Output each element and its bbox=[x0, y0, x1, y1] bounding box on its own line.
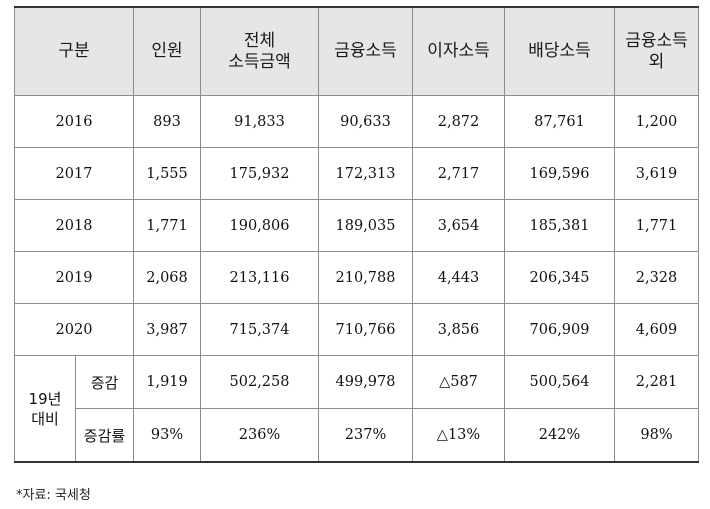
header-financial-income: 금융소득 bbox=[318, 6, 413, 96]
header-total-income: 전체 소득금액 bbox=[200, 6, 319, 96]
cell-dividend-income: 500,564 bbox=[504, 355, 615, 409]
cell-dividend-income: 185,381 bbox=[504, 199, 615, 252]
cell-people: 2,068 bbox=[133, 251, 201, 304]
header-row: 구분 인원 전체 소득금액 금융소득 이자소득 배당소득 금융소득 외 bbox=[14, 6, 699, 96]
cell-dividend-income: 706,909 bbox=[504, 303, 615, 356]
row-year-label: 2018 bbox=[14, 199, 134, 252]
table-row: 2016 893 91,833 90,633 2,872 87,761 1,20… bbox=[14, 95, 699, 148]
cell-financial-income: 210,788 bbox=[318, 251, 413, 304]
header-other-income-line-2: 외 bbox=[648, 51, 665, 72]
cell-interest-income: 2,872 bbox=[412, 95, 505, 148]
cell-financial-income: 499,978 bbox=[318, 355, 413, 409]
cell-interest-income: 4,443 bbox=[412, 251, 505, 304]
header-interest-income: 이자소득 bbox=[412, 6, 505, 96]
table-row: 2017 1,555 175,932 172,313 2,717 169,596… bbox=[14, 147, 699, 200]
cell-dividend-income: 169,596 bbox=[504, 147, 615, 200]
cell-other-income: 1,200 bbox=[614, 95, 699, 148]
cell-people: 3,987 bbox=[133, 303, 201, 356]
header-total-income-line-2: 소득금액 bbox=[228, 51, 291, 72]
income-data-table: 구분 인원 전체 소득금액 금융소득 이자소득 배당소득 금융소득 외 2016… bbox=[14, 6, 699, 463]
cell-dividend-income: 87,761 bbox=[504, 95, 615, 148]
cell-other-income: 98% bbox=[614, 408, 699, 463]
cell-interest-income: △587 bbox=[412, 355, 505, 409]
cell-total-income: 502,258 bbox=[200, 355, 319, 409]
cell-financial-income: 90,633 bbox=[318, 95, 413, 148]
cell-interest-income: △13% bbox=[412, 408, 505, 463]
table-row: 2020 3,987 715,374 710,766 3,856 706,909… bbox=[14, 303, 699, 356]
cell-other-income: 2,328 bbox=[614, 251, 699, 304]
header-total-income-line-1: 전체 bbox=[243, 30, 276, 51]
cell-other-income: 3,619 bbox=[614, 147, 699, 200]
cell-total-income: 91,833 bbox=[200, 95, 319, 148]
cell-dividend-income: 206,345 bbox=[504, 251, 615, 304]
source-note: *자료: 국세청 bbox=[16, 488, 91, 503]
header-other-income: 금융소득 외 bbox=[614, 6, 699, 96]
cell-interest-income: 2,717 bbox=[412, 147, 505, 200]
cell-other-income: 4,609 bbox=[614, 303, 699, 356]
cell-dividend-income: 242% bbox=[504, 408, 615, 463]
row-year-label: 2016 bbox=[14, 95, 134, 148]
cell-total-income: 190,806 bbox=[200, 199, 319, 252]
cell-financial-income: 189,035 bbox=[318, 199, 413, 252]
comparison-group-label: 19년 대비 bbox=[14, 355, 76, 463]
header-category: 구분 bbox=[14, 6, 134, 96]
cell-total-income: 715,374 bbox=[200, 303, 319, 356]
cell-financial-income: 710,766 bbox=[318, 303, 413, 356]
cell-other-income: 2,281 bbox=[614, 355, 699, 409]
cell-total-income: 175,932 bbox=[200, 147, 319, 200]
cell-total-income: 236% bbox=[200, 408, 319, 463]
row-year-label: 2020 bbox=[14, 303, 134, 356]
comparison-group-label-line-1: 19년 bbox=[28, 389, 62, 408]
cell-other-income: 1,771 bbox=[614, 199, 699, 252]
header-dividend-income: 배당소득 bbox=[504, 6, 615, 96]
cell-people: 1,771 bbox=[133, 199, 201, 252]
row-year-label: 2017 bbox=[14, 147, 134, 200]
cell-interest-income: 3,856 bbox=[412, 303, 505, 356]
cell-people: 893 bbox=[133, 95, 201, 148]
cell-people: 1,555 bbox=[133, 147, 201, 200]
table-row: 2018 1,771 190,806 189,035 3,654 185,381… bbox=[14, 199, 699, 252]
row-year-label: 2019 bbox=[14, 251, 134, 304]
comparison-group-label-line-2: 대비 bbox=[31, 409, 59, 428]
cell-people: 1,919 bbox=[133, 355, 201, 409]
header-other-income-line-1: 금융소득 bbox=[625, 30, 688, 51]
table-row-change: 19년 대비 증감 1,919 502,258 499,978 △587 500… bbox=[14, 355, 699, 463]
cell-financial-income: 237% bbox=[318, 408, 413, 463]
header-people: 인원 bbox=[133, 6, 201, 96]
table-row-change-rate: 증감률 93% 236% 237% △13% 242% 98% bbox=[15, 408, 699, 463]
comparison-sub-label: 증감 bbox=[75, 355, 134, 409]
cell-total-income: 213,116 bbox=[200, 251, 319, 304]
comparison-sub-label: 증감률 bbox=[75, 408, 134, 463]
cell-people: 93% bbox=[133, 408, 201, 463]
cell-interest-income: 3,654 bbox=[412, 199, 505, 252]
cell-financial-income: 172,313 bbox=[318, 147, 413, 200]
table-row: 2019 2,068 213,116 210,788 4,443 206,345… bbox=[14, 251, 699, 304]
